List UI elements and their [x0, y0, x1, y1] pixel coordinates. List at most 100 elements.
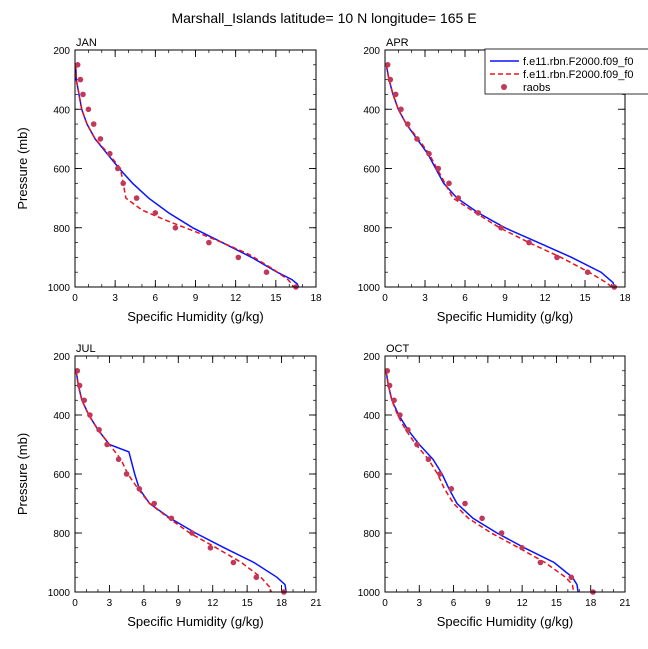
panel-3-x-tick-label: 18 — [585, 598, 597, 609]
panel-2-x-tick-label: 12 — [207, 598, 219, 609]
panel-1-x-tick-label: 15 — [579, 293, 591, 304]
panel-2-raobs-point — [87, 412, 93, 418]
panel-3-raobs-point — [437, 471, 443, 477]
panel-2-raobs-point — [76, 382, 83, 389]
panel-0-raobs-point — [263, 269, 270, 276]
panel-2-model-2-line — [75, 370, 272, 593]
panel-3-raobs-point — [384, 368, 391, 374]
panel-1-raobs-point — [584, 269, 591, 276]
panel-2-raobs-point — [104, 441, 110, 448]
panel-0-raobs-point — [90, 121, 97, 127]
panel-3-x-tick-label: 21 — [619, 598, 631, 609]
panel-0-x-tick-label: 18 — [310, 293, 322, 304]
panel-0-x-tick-label: 3 — [112, 293, 118, 304]
panel-1-raobs-point — [435, 165, 442, 172]
panel-1-raobs-point — [404, 121, 411, 127]
panel-1-raobs-point — [387, 76, 394, 83]
panel-2-raobs-point — [123, 471, 130, 477]
panel-3-raobs-point — [425, 456, 432, 463]
panel-0-raobs-point — [80, 91, 86, 98]
panel-0-raobs-point — [97, 136, 104, 142]
panel-3-raobs-point — [519, 545, 525, 551]
panel-2-y-axis-label: Pressure (mb) — [15, 433, 30, 515]
panel-oct: 0 3 6 9 12 15 18 21 200 400 600 800 1000 OCT Specific … — [358, 343, 631, 629]
panel-1-raobs-point — [554, 254, 560, 261]
panel-0-raobs-point — [133, 195, 140, 201]
panel-1-model-1-line — [385, 64, 616, 288]
panel-0-x-tick-label: 9 — [193, 293, 199, 304]
panel-2-y-tick-label: 400 — [53, 411, 70, 422]
panel-0-y-tick-label: 800 — [53, 224, 70, 235]
panel-2-y-tick-label: 200 — [53, 352, 70, 363]
panel-0-y-tick-label: 400 — [53, 105, 70, 116]
panel-3-raobs-point — [448, 486, 455, 492]
panel-1-x-axis-label: Specific Humidity (g/kg) — [437, 309, 574, 324]
panel-3-y-tick-label: 600 — [363, 470, 380, 481]
panel-1-y-tick-label: 200 — [363, 46, 380, 57]
panel-3-x-tick-label: 0 — [382, 598, 388, 609]
panel-1-raobs-point — [426, 150, 432, 157]
panel-2-raobs-point — [151, 500, 157, 507]
legend: f.e11.rbn.F2000.f09_f0 f.e11.rbn.F2000.f… — [484, 48, 648, 95]
panel-3-x-tick-label: 6 — [451, 598, 457, 609]
panel-0-raobs-point — [235, 254, 242, 261]
panel-0-raobs-point — [115, 165, 121, 172]
panel-0-model-2-line — [74, 64, 294, 288]
panel-0-y-tick-label: 600 — [53, 165, 70, 176]
panel-3-raobs-point — [386, 382, 393, 389]
panel-2-raobs-point — [253, 574, 260, 581]
panel-3-raobs-point — [391, 397, 397, 404]
panel-0-raobs-point — [120, 180, 126, 187]
panel-0-y-tick-label: 1000 — [48, 283, 71, 294]
panel-2-raobs-point — [136, 486, 143, 492]
panel-3-x-tick-label: 15 — [551, 598, 563, 609]
panel-0-y-tick-label: 200 — [53, 46, 70, 57]
legend-box — [484, 48, 648, 95]
legend-marker-raobs — [501, 84, 507, 90]
panel-0-x-tick-label: 6 — [153, 293, 159, 304]
panel-0-raobs-point — [172, 225, 179, 231]
panel-2-plot-frame — [74, 355, 317, 593]
panel-0-x-tick-label: 0 — [72, 293, 78, 304]
panel-2-y-tick-label: 600 — [53, 470, 70, 481]
panel-1-raobs-point — [414, 136, 420, 142]
panel-2-raobs-point — [207, 545, 214, 551]
panel-3-raobs-point — [405, 427, 411, 433]
legend-label-raobs: raobs — [523, 82, 551, 94]
panel-3-model-2-line — [385, 370, 575, 593]
panel-0-x-tick-label: 15 — [270, 293, 282, 304]
panel-0-raobs-point — [74, 62, 81, 68]
panel-0-raobs-point — [77, 76, 84, 83]
panel-2-x-tick-label: 3 — [107, 598, 113, 609]
panel-1-y-tick-label: 600 — [363, 165, 380, 176]
panel-3-raobs-point — [462, 500, 468, 507]
panel-1-x-tick-label: 12 — [539, 293, 551, 304]
panel-jul: 0 3 6 9 12 15 18 21 200 400 600 800 1000 JUL Specific … — [15, 343, 322, 629]
panel-2-raobs-point — [96, 427, 102, 433]
figure-title: Marshall_Islands latitude= 10 N longitud… — [171, 10, 476, 26]
panel-0-raobs-point — [107, 150, 113, 157]
panel-3-y-tick-label: 200 — [363, 352, 380, 363]
panel-3-plot-frame — [384, 355, 626, 593]
panel-2-model-1-line — [75, 370, 287, 593]
panel-1-month-label: APR — [386, 37, 409, 49]
legend-label-model-1: f.e11.rbn.F2000.f09_f0 — [523, 56, 634, 68]
panel-1-raobs-point — [526, 239, 532, 246]
panel-3-raobs-point — [414, 441, 420, 448]
panel-1-raobs-point — [446, 180, 452, 187]
panel-2-raobs-point — [74, 368, 81, 374]
panel-1-x-tick-label: 3 — [422, 293, 428, 304]
panel-3-raobs-point — [537, 559, 544, 566]
panel-0-x-tick-label: 12 — [230, 293, 242, 304]
panel-2-raobs-point — [81, 397, 87, 404]
panel-1-raobs-point — [455, 195, 462, 201]
panel-3-raobs-point — [479, 515, 485, 522]
panel-2-raobs-point — [115, 456, 122, 463]
panel-0-x-axis-label: Specific Humidity (g/kg) — [127, 309, 264, 324]
panel-1-x-tick-label: 18 — [619, 293, 631, 304]
panel-2-raobs-point — [168, 515, 175, 522]
panel-0-plot-frame — [74, 49, 317, 288]
panel-1-y-tick-label: 400 — [363, 105, 380, 116]
panel-0-raobs-point — [206, 239, 212, 246]
